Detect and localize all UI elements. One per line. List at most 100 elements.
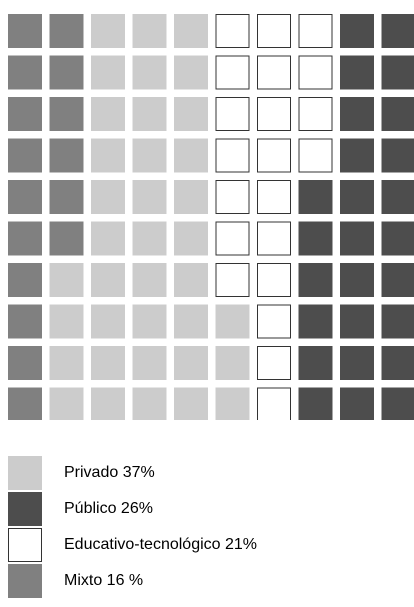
waffle-cell-privado	[132, 387, 167, 420]
waffle-cell-educativo	[257, 304, 291, 339]
waffle-cell-privado	[174, 138, 208, 173]
waffle-cell-privado	[49, 346, 84, 380]
waffle-cell-privado	[174, 97, 208, 131]
waffle-cell-privado	[132, 97, 167, 131]
waffle-cell-educativo	[215, 180, 250, 214]
waffle-cell-mixto	[8, 14, 42, 48]
waffle-cell-publico	[340, 346, 374, 380]
waffle-cell-mixto	[8, 180, 42, 214]
waffle-cell-privado	[91, 346, 125, 380]
waffle-cell-educativo	[257, 221, 291, 256]
legend-item-privado: Privado 37%	[8, 456, 408, 492]
waffle-cell-mixto	[8, 55, 42, 90]
legend-item-educativo: Educativo-tecnológico 21%	[8, 528, 408, 564]
waffle-cell-publico	[381, 14, 414, 48]
legend-swatch-publico	[8, 492, 42, 526]
waffle-cell-privado	[215, 304, 250, 339]
waffle-cell-publico	[381, 221, 414, 256]
waffle-cell-educativo	[257, 263, 291, 297]
waffle-cell-publico	[340, 97, 374, 131]
waffle-cell-mixto	[8, 263, 42, 297]
legend-label-educativo: Educativo-tecnológico 21%	[64, 536, 258, 553]
waffle-cell-mixto	[8, 138, 42, 173]
waffle-cell-publico	[298, 387, 333, 420]
legend-label-privado: Privado 37%	[64, 464, 155, 481]
legend-swatch-educativo	[8, 528, 42, 562]
waffle-cell-privado	[91, 14, 125, 48]
waffle-cell-mixto	[8, 221, 42, 256]
waffle-cell-educativo	[215, 263, 250, 297]
waffle-cell-mixto	[49, 55, 84, 90]
waffle-cell-privado	[49, 263, 84, 297]
waffle-cell-educativo	[257, 180, 291, 214]
waffle-cell-privado	[132, 180, 167, 214]
waffle-cell-educativo	[298, 14, 333, 48]
waffle-cell-publico	[381, 387, 414, 420]
waffle-cell-privado	[174, 346, 208, 380]
waffle-cell-publico	[381, 180, 414, 214]
waffle-cell-educativo	[257, 138, 291, 173]
waffle-cell-publico	[340, 14, 374, 48]
waffle-cell-publico	[340, 263, 374, 297]
waffle-cell-publico	[298, 221, 333, 256]
waffle-cell-publico	[340, 387, 374, 420]
waffle-cell-privado	[132, 221, 167, 256]
waffle-cell-educativo	[257, 346, 291, 380]
waffle-cell-privado	[91, 138, 125, 173]
legend: Privado 37% Público 26% Educativo-tecnol…	[8, 456, 408, 600]
waffle-cell-privado	[132, 304, 167, 339]
waffle-cell-mixto	[8, 304, 42, 339]
waffle-cell-privado	[174, 180, 208, 214]
waffle-cell-educativo	[215, 138, 250, 173]
waffle-chart	[8, 14, 414, 420]
waffle-cell-educativo	[257, 55, 291, 90]
waffle-cell-privado	[132, 346, 167, 380]
waffle-cell-educativo	[215, 97, 250, 131]
waffle-cell-publico	[381, 97, 414, 131]
waffle-cell-privado	[174, 55, 208, 90]
waffle-cell-mixto	[8, 97, 42, 131]
legend-swatch-privado	[8, 456, 42, 490]
waffle-cell-mixto	[49, 180, 84, 214]
waffle-cell-publico	[298, 304, 333, 339]
waffle-cell-privado	[91, 55, 125, 90]
waffle-cell-mixto	[8, 387, 42, 420]
legend-item-publico: Público 26%	[8, 492, 408, 528]
waffle-cell-mixto	[49, 138, 84, 173]
waffle-cell-educativo	[215, 55, 250, 90]
waffle-cell-privado	[132, 14, 167, 48]
legend-swatch-mixto	[8, 564, 42, 598]
waffle-cell-publico	[381, 138, 414, 173]
waffle-cell-privado	[132, 138, 167, 173]
waffle-cell-publico	[340, 138, 374, 173]
waffle-cell-privado	[174, 263, 208, 297]
waffle-cell-educativo	[257, 14, 291, 48]
waffle-cell-publico	[298, 346, 333, 380]
waffle-cell-mixto	[49, 14, 84, 48]
waffle-cell-educativo	[298, 138, 333, 173]
waffle-cell-publico	[298, 180, 333, 214]
waffle-cell-privado	[49, 304, 84, 339]
waffle-cell-publico	[381, 304, 414, 339]
legend-label-mixto: Mixto 16 %	[64, 572, 144, 589]
waffle-cell-mixto	[49, 221, 84, 256]
waffle-cell-publico	[340, 304, 374, 339]
waffle-cell-privado	[91, 97, 125, 131]
waffle-cell-mixto	[49, 97, 84, 131]
waffle-cell-privado	[215, 387, 250, 420]
waffle-cell-publico	[340, 180, 374, 214]
waffle-cell-publico	[340, 55, 374, 90]
waffle-cell-privado	[91, 387, 125, 420]
waffle-cell-privado	[91, 263, 125, 297]
waffle-cell-privado	[174, 387, 208, 420]
waffle-cell-privado	[215, 346, 250, 380]
waffle-cell-privado	[132, 55, 167, 90]
legend-item-mixto: Mixto 16 %	[8, 564, 408, 600]
waffle-cell-publico	[298, 263, 333, 297]
waffle-cell-educativo	[215, 14, 250, 48]
waffle-cell-educativo	[298, 55, 333, 90]
waffle-cell-privado	[91, 180, 125, 214]
waffle-cell-publico	[340, 221, 374, 256]
waffle-cell-publico	[381, 263, 414, 297]
waffle-cell-privado	[132, 263, 167, 297]
